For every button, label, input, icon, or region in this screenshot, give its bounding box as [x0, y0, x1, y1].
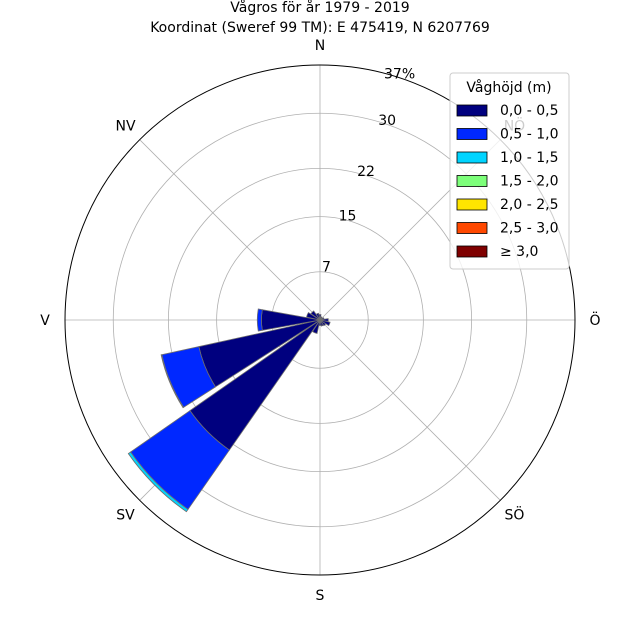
legend: Våghöjd (m) 0,0 - 0,5 0,5 - 1,0 1,0 - 1,5 1… [449, 72, 570, 270]
legend-title: Våghöjd (m) [466, 79, 551, 96]
legend-label: 0,5 - 1,0 [500, 127, 558, 143]
legend-label: 1,0 - 1,5 [500, 150, 558, 166]
rose-bar-vnv-bin0 [306, 312, 321, 321]
legend-swatch [456, 198, 488, 211]
legend-label: 1,5 - 2,0 [500, 174, 558, 190]
direction-label: SV [116, 507, 135, 523]
grid-spoke [139, 139, 321, 321]
radial-tick-label: 30 [378, 113, 396, 129]
chart-title: Vågros för år 1979 - 2019 [230, 0, 410, 16]
legend-swatch [456, 245, 488, 258]
legend-label: 2,0 - 2,5 [500, 197, 558, 213]
direction-label: Ö [589, 311, 600, 329]
legend-frame [449, 72, 570, 270]
legend-label: 0,0 - 0,5 [500, 103, 558, 119]
rose-bar-vsv-bin2 [160, 354, 185, 409]
radial-tick-label: 22 [357, 164, 375, 180]
rose-bar-v-bin1 [256, 308, 263, 332]
legend-swatch [456, 222, 488, 234]
direction-label: NV [116, 119, 136, 135]
rose-bars [64, 64, 576, 576]
radial-max-label: 37% [384, 66, 415, 82]
direction-label: SÖ [505, 505, 525, 523]
grid-spoke [319, 319, 501, 501]
rose-bar-sö-bin0 [319, 319, 327, 327]
rose-bar-nnv-bin0 [315, 312, 321, 321]
legend-swatch [456, 175, 488, 187]
rose-bar-ssö-bin0 [319, 319, 324, 327]
chart-subtitle: Koordinat (Sweref 99 TM): E 475419, N 62… [150, 20, 490, 36]
legend-label: 2,5 - 3,0 [500, 221, 558, 237]
legend-swatch [456, 151, 488, 164]
rose-bar-nv-bin0 [310, 310, 321, 321]
legend-swatch [456, 128, 488, 140]
outer-ring [64, 64, 576, 576]
legend-swatch [456, 104, 488, 117]
legend-label: ≥ 3,0 [500, 244, 538, 260]
radial-tick-label: 7 [322, 259, 331, 275]
rose-bar-sv-bin2 [127, 451, 189, 513]
rose-bar-ssv-bin0 [312, 319, 321, 334]
direction-label: V [40, 313, 50, 329]
direction-label: S [316, 588, 325, 604]
direction-label: N [315, 38, 325, 54]
radial-tick-label: 15 [339, 208, 357, 224]
